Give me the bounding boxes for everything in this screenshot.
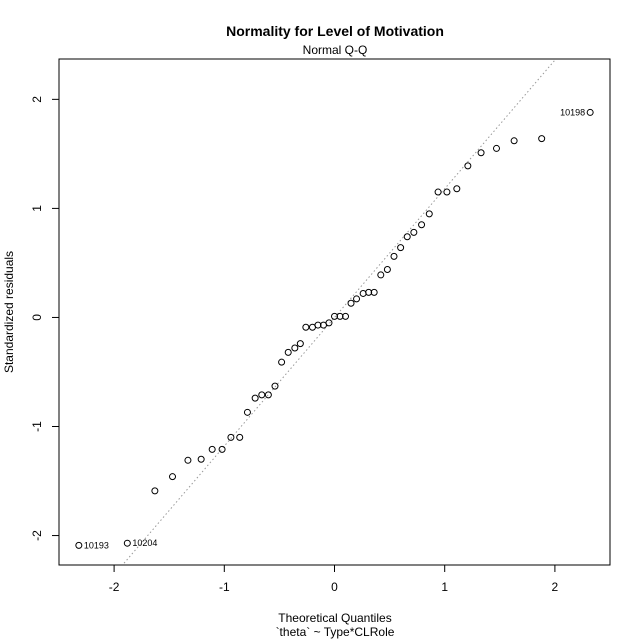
data-point bbox=[218, 445, 226, 453]
data-point bbox=[151, 487, 159, 495]
reference-line bbox=[121, 59, 557, 565]
data-point bbox=[184, 456, 192, 464]
chart-subtitle: Normal Q-Q bbox=[303, 43, 368, 57]
data-point bbox=[453, 185, 461, 193]
data-point bbox=[227, 433, 235, 441]
data-point bbox=[169, 473, 177, 481]
data-point bbox=[123, 539, 131, 547]
data-point bbox=[347, 299, 355, 307]
data-point bbox=[325, 319, 333, 327]
data-point bbox=[390, 252, 398, 260]
data-point bbox=[353, 295, 361, 303]
y-tick-label: 2 bbox=[30, 96, 44, 103]
data-point bbox=[264, 391, 272, 399]
data-point bbox=[443, 188, 451, 196]
data-point bbox=[510, 137, 518, 145]
point-label: 10204 bbox=[132, 538, 157, 548]
data-point bbox=[291, 344, 299, 352]
chart-title: Normality for Level of Motivation bbox=[226, 23, 444, 39]
x-tick-label: 0 bbox=[331, 580, 338, 594]
data-point bbox=[342, 312, 350, 320]
data-point bbox=[296, 340, 304, 348]
data-point bbox=[271, 382, 279, 390]
y-axis-label: Standardized residuals bbox=[2, 251, 16, 373]
data-point bbox=[418, 221, 426, 229]
data-point bbox=[586, 108, 594, 116]
data-point bbox=[251, 394, 259, 402]
data-point bbox=[403, 233, 411, 241]
y-tick-label: 0 bbox=[30, 314, 44, 321]
data-point bbox=[75, 541, 83, 549]
data-point bbox=[258, 391, 266, 399]
point-label: 10193 bbox=[84, 540, 109, 550]
data-point bbox=[492, 144, 500, 152]
data-point bbox=[425, 210, 433, 218]
data-point bbox=[278, 358, 286, 366]
data-point bbox=[197, 455, 205, 463]
y-tick-label: -2 bbox=[30, 530, 44, 541]
point-label: 10198 bbox=[560, 107, 585, 117]
data-point bbox=[370, 288, 378, 296]
y-tick-label: -1 bbox=[30, 421, 44, 432]
y-tick-label: 1 bbox=[30, 205, 44, 212]
x-tick-label: -1 bbox=[219, 580, 230, 594]
data-point bbox=[302, 323, 310, 331]
data-point bbox=[477, 149, 485, 157]
data-point bbox=[359, 289, 367, 297]
x-axis-label: Theoretical Quantiles bbox=[278, 611, 391, 625]
data-point bbox=[377, 271, 385, 279]
x-tick-label: -2 bbox=[109, 580, 120, 594]
x-tick-label: 2 bbox=[552, 580, 559, 594]
x-tick-label: 1 bbox=[441, 580, 448, 594]
data-point bbox=[383, 265, 391, 273]
data-point bbox=[434, 188, 442, 196]
data-point bbox=[236, 433, 244, 441]
plot-frame bbox=[58, 58, 611, 566]
data-point bbox=[464, 162, 472, 170]
data-point bbox=[538, 135, 546, 143]
data-point bbox=[410, 228, 418, 236]
x-axis-label-formula: `theta` ~ Type*CLRole bbox=[276, 625, 395, 639]
data-point bbox=[208, 445, 216, 453]
data-point bbox=[284, 348, 292, 356]
data-point bbox=[243, 408, 251, 416]
data-point bbox=[397, 244, 405, 252]
